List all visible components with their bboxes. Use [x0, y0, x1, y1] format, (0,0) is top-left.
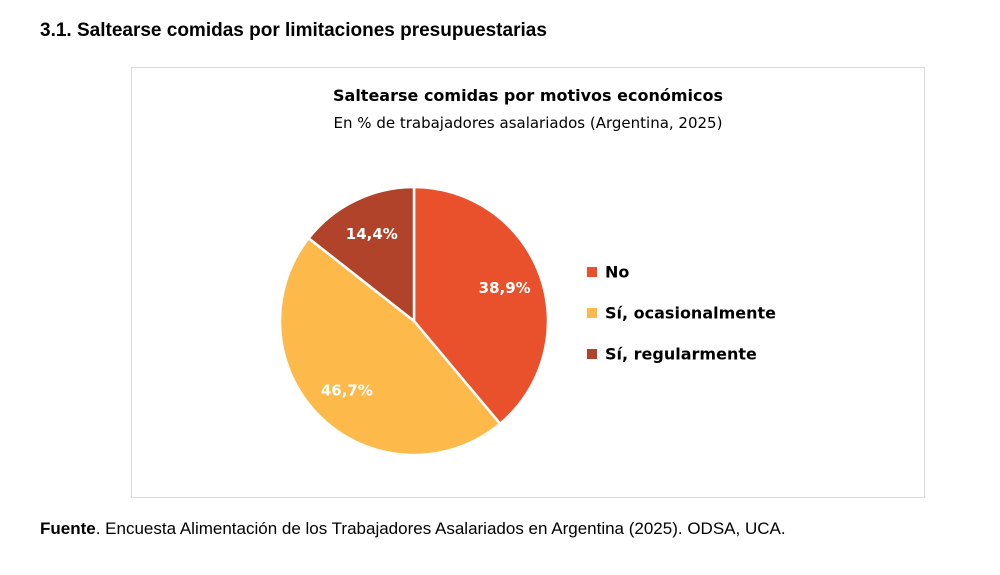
source-text: . Encuesta Alimentación de los Trabajado… [95, 519, 786, 538]
section-heading: 3.1. Saltearse comidas por limitaciones … [40, 20, 547, 41]
data-label-si-ocasionalmente: 46,7% [321, 381, 373, 399]
data-label-no: 38,9% [479, 279, 531, 297]
legend-swatch-no [587, 267, 597, 277]
data-label-si-regularmente: 14,4% [346, 225, 398, 243]
legend-label-si-regularmente: Sí, regularmente [605, 345, 757, 364]
pie-chart: 38,9% 46,7% 14,4% No Sí, ocasionalmente Sí, r… [278, 185, 776, 457]
legend-swatch-si-regularmente [587, 349, 597, 359]
source-note: Fuente. Encuesta Alimentación de los Tra… [40, 519, 786, 539]
legend-label-no: No [605, 263, 629, 282]
chart-title: Saltearse comidas por motivos económicos [333, 86, 723, 105]
pie-slice-si-regularmente [307, 185, 416, 323]
chart-subtitle: En % de trabajadores asalariados (Argent… [333, 114, 723, 132]
legend-swatch-si-ocasionalmente [587, 308, 597, 318]
chart-frame: Saltearse comidas por motivos económicos… [131, 67, 925, 498]
pie-slice-si-ocasionalmente [278, 236, 502, 457]
legend-label-si-ocasionalmente: Sí, ocasionalmente [605, 304, 776, 323]
source-label: Fuente [40, 519, 96, 538]
pie-slice-no [412, 185, 550, 425]
